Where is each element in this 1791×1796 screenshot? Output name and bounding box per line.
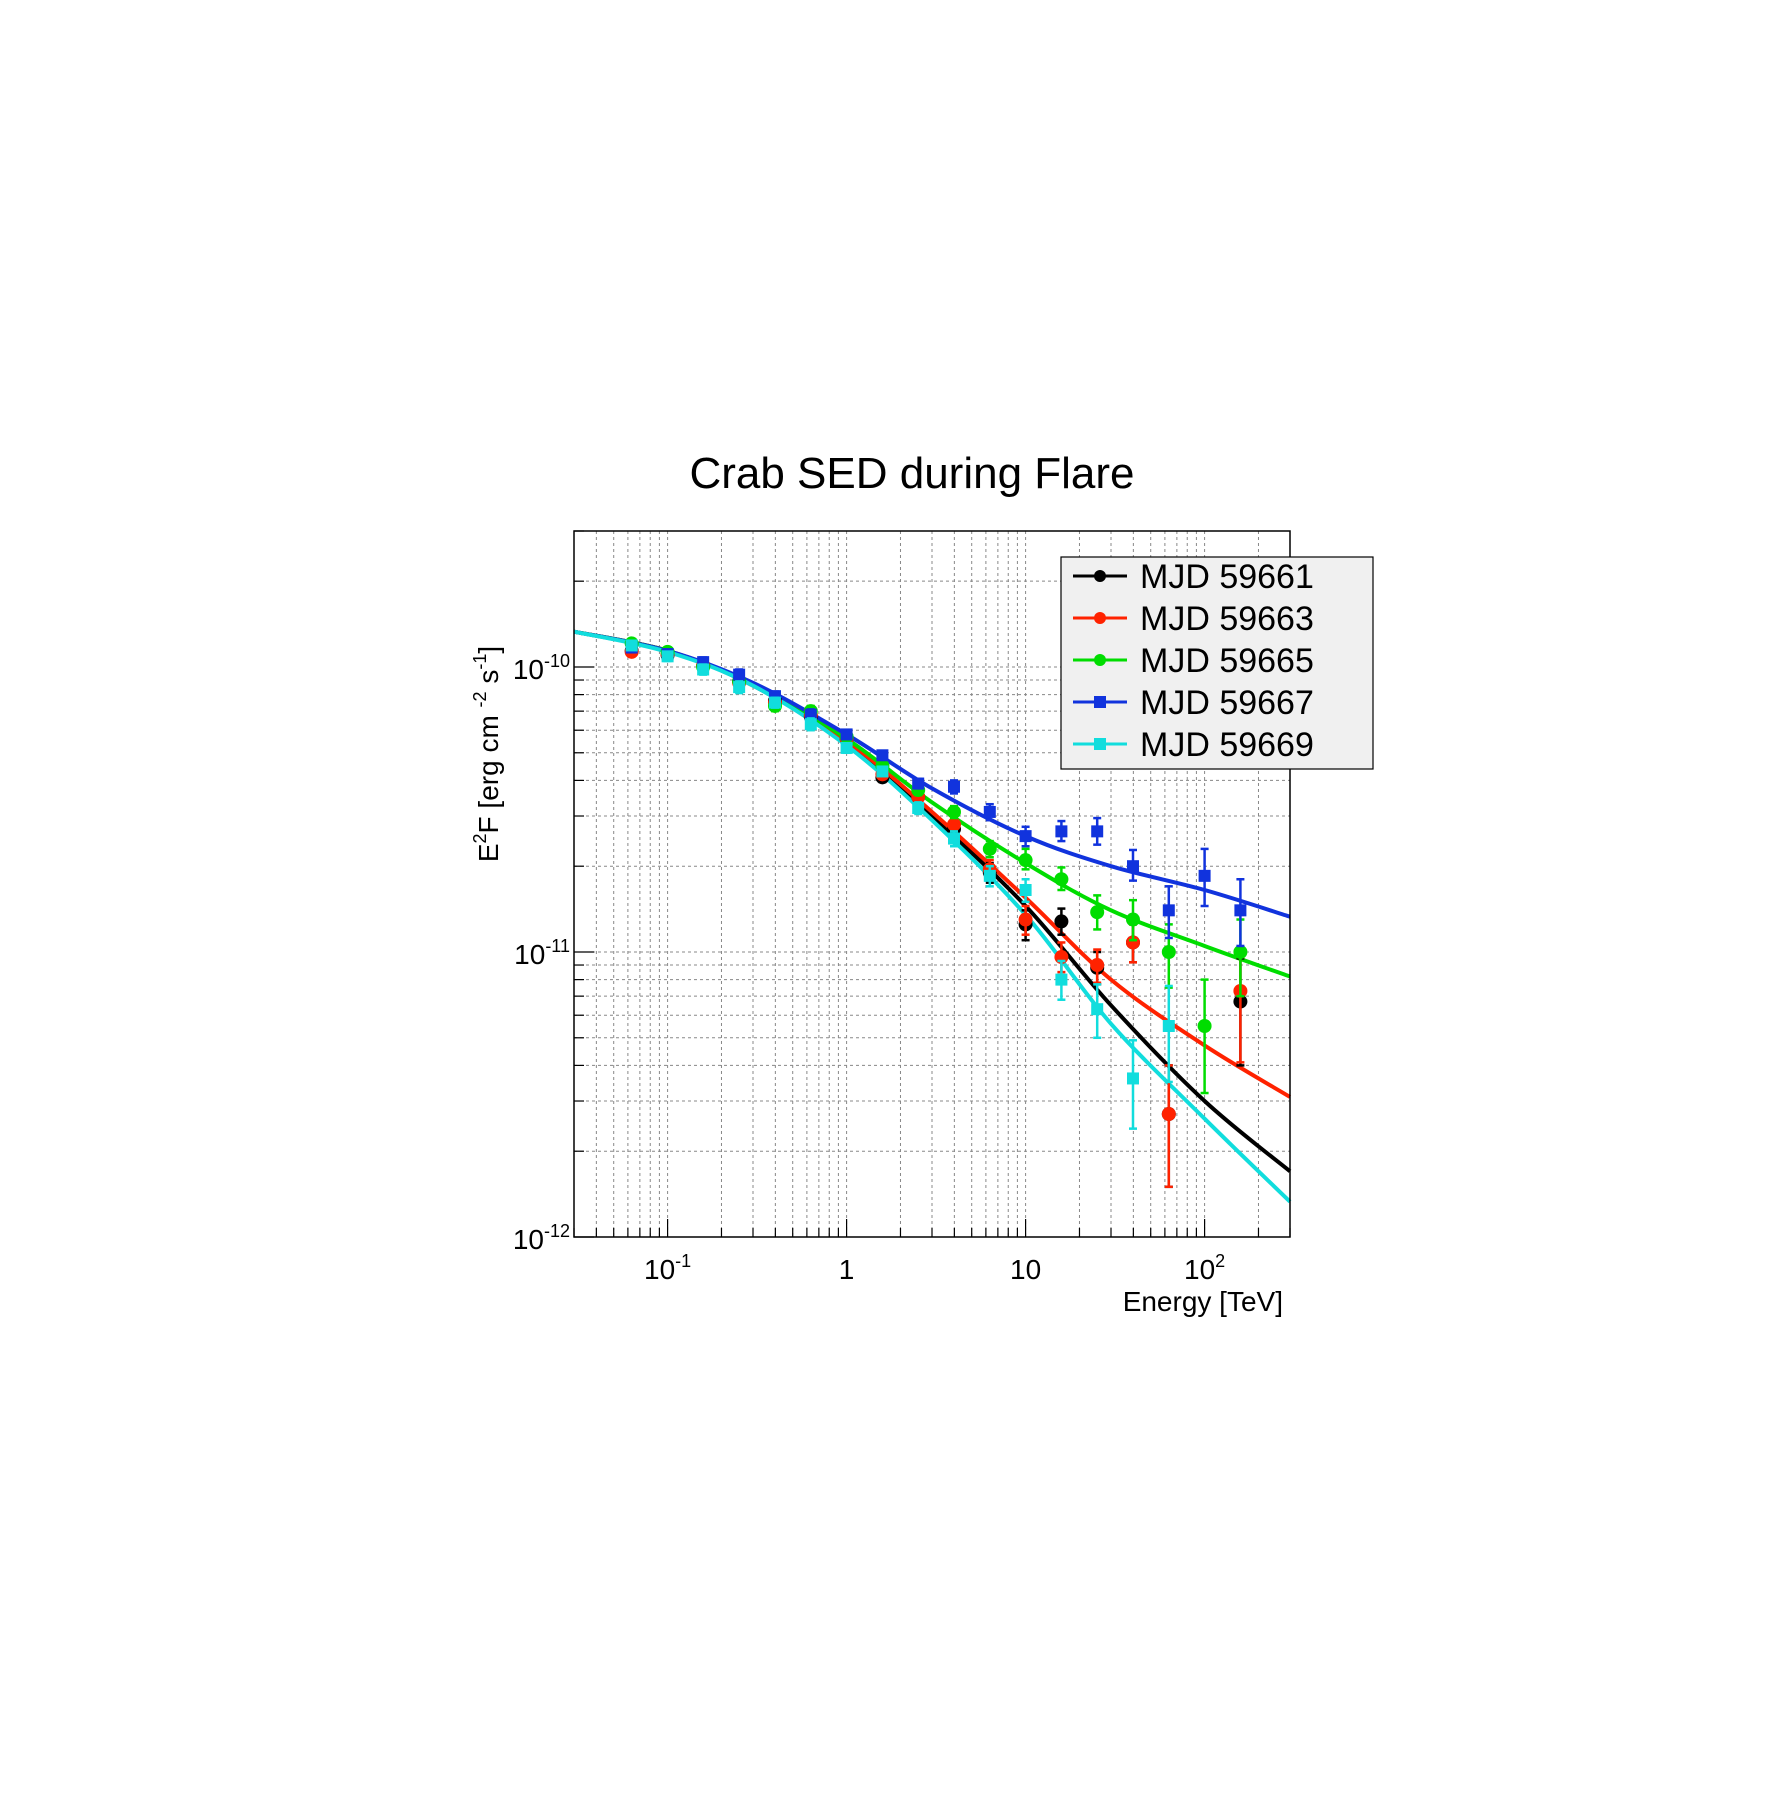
data-point bbox=[982, 841, 997, 856]
legend-label: MJD 59663 bbox=[1140, 600, 1314, 638]
x-axis-label: Energy [TeV] bbox=[1123, 1286, 1283, 1317]
legend-item-3[interactable]: MJD 59665 bbox=[1073, 642, 1314, 680]
data-point bbox=[1198, 869, 1211, 882]
legend-label: MJD 59667 bbox=[1140, 684, 1314, 722]
data-point bbox=[1091, 1003, 1104, 1016]
legend-item-1[interactable]: MJD 59661 bbox=[1073, 558, 1314, 596]
data-points bbox=[624, 636, 1248, 1189]
data-point bbox=[1162, 1019, 1175, 1032]
data-point bbox=[1161, 944, 1176, 959]
data-point bbox=[1161, 1107, 1176, 1122]
legend[interactable]: MJD 59661 MJD 59663 MJD 59665 MJD 59667 MJD … bbox=[1060, 556, 1374, 770]
data-point bbox=[697, 663, 710, 676]
data-point bbox=[1018, 853, 1033, 868]
data-point bbox=[625, 639, 638, 652]
data-point bbox=[1197, 1018, 1212, 1033]
data-point bbox=[804, 718, 817, 731]
data-point bbox=[876, 749, 889, 762]
x-tick-label: 102 bbox=[1184, 1251, 1225, 1285]
data-point bbox=[912, 777, 925, 790]
legend-marker bbox=[1094, 696, 1106, 708]
data-point bbox=[1234, 904, 1247, 917]
data-point bbox=[912, 802, 925, 815]
legend-marker bbox=[1094, 738, 1106, 750]
legend-box bbox=[1060, 556, 1374, 770]
legend-item-4[interactable]: MJD 59667 bbox=[1073, 684, 1314, 722]
x-tick-label: 1 bbox=[839, 1254, 855, 1285]
data-point bbox=[733, 668, 746, 681]
legend-marker bbox=[1094, 570, 1106, 582]
data-point bbox=[876, 765, 889, 778]
data-point bbox=[1018, 912, 1033, 927]
data-point bbox=[1233, 944, 1248, 959]
legend-label: MJD 59661 bbox=[1140, 558, 1314, 596]
data-point bbox=[1091, 825, 1104, 838]
legend-item-5[interactable]: MJD 59669 bbox=[1073, 726, 1314, 764]
data-point bbox=[983, 869, 996, 882]
data-point bbox=[1054, 872, 1069, 887]
data-point bbox=[1090, 905, 1105, 920]
data-point bbox=[947, 832, 960, 845]
data-point bbox=[947, 780, 960, 793]
y-tick-label: 10-11 bbox=[514, 936, 570, 970]
x-tick-label: 10-1 bbox=[644, 1251, 691, 1285]
legend-label: MJD 59665 bbox=[1140, 642, 1314, 680]
data-point bbox=[1055, 825, 1068, 838]
data-point bbox=[1019, 884, 1032, 897]
data-point bbox=[1126, 860, 1139, 873]
y-axis-title: E2F [erg cm -2 s-1] bbox=[470, 646, 504, 862]
data-point bbox=[1054, 914, 1069, 929]
data-point bbox=[1125, 912, 1140, 927]
data-point bbox=[768, 696, 781, 709]
y-axis-label: E2F [erg cm -2 s-1] bbox=[470, 646, 504, 862]
data-point bbox=[946, 817, 961, 832]
y-tick-label: 10-12 bbox=[513, 1221, 570, 1255]
legend-label: MJD 59669 bbox=[1140, 726, 1314, 764]
data-point bbox=[946, 804, 961, 819]
x-tick-label: 10 bbox=[1010, 1254, 1041, 1285]
data-point bbox=[1162, 904, 1175, 917]
chart-title: Crab SED during Flare bbox=[689, 449, 1134, 498]
data-point bbox=[1019, 830, 1032, 843]
legend-item-2[interactable]: MJD 59663 bbox=[1073, 600, 1314, 638]
data-point bbox=[1126, 1072, 1139, 1085]
data-point bbox=[1055, 973, 1068, 986]
y-tick-label: 10-10 bbox=[513, 651, 570, 685]
series-5-points bbox=[625, 639, 1175, 1130]
data-point bbox=[840, 728, 853, 741]
legend-marker bbox=[1094, 612, 1106, 624]
data-point bbox=[983, 805, 996, 818]
legend-marker bbox=[1094, 654, 1106, 666]
data-point bbox=[733, 681, 746, 694]
data-point bbox=[661, 650, 674, 663]
data-point bbox=[840, 741, 853, 754]
data-point bbox=[1090, 958, 1105, 973]
